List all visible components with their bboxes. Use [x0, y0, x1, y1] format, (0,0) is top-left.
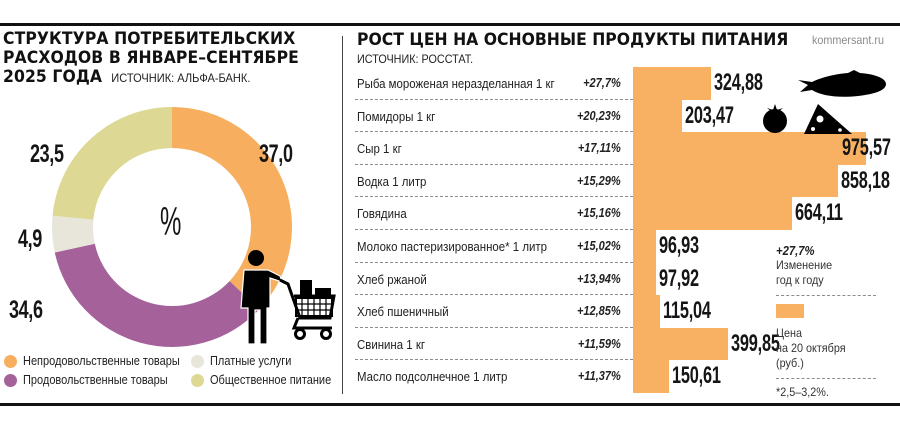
price-change: +15,16% — [577, 206, 621, 221]
price-change: +13,94% — [577, 271, 621, 286]
legend-change-label: Изменение — [776, 258, 833, 272]
price-change: +12,85% — [577, 304, 621, 319]
legend-item-catering: Общественное питание — [191, 373, 348, 387]
product-name: Масло подсолнечное 1 литр — [357, 369, 508, 385]
table-row: Молоко пастеризированное* 1 литр +15,02% — [355, 230, 633, 263]
top-rule — [0, 23, 900, 26]
price-value: 203,47 — [684, 101, 734, 129]
left-source: ИСТОЧНИК: АЛЬФА-БАНК. — [111, 71, 251, 85]
right-chart-title: РОСТ ЦЕН НА ОСНОВНЫЕ ПРОДУКТЫ ПИТАНИЯ — [357, 30, 789, 50]
legend-separator — [776, 295, 876, 296]
footnote: *2,5–3,2%. — [776, 385, 829, 399]
title-line-2: РАСХОДОВ В ЯНВАРЕ–СЕНТЯБРЕ — [3, 48, 299, 68]
price-change: +15,29% — [577, 173, 621, 188]
legend-change-example: +27,7% — [776, 244, 815, 258]
product-name: Водка 1 литр — [357, 173, 427, 189]
product-name: Сыр 1 кг — [357, 141, 402, 157]
price-value: 324,88 — [713, 69, 763, 96]
table-row: Масло подсолнечное 1 литр +11,37% — [355, 360, 633, 393]
price-value: 858,18 — [840, 166, 890, 194]
legend-change-label: год к году — [776, 273, 824, 287]
legend-label: Продовольственные товары — [23, 373, 168, 387]
legend-label: Непродовольственные товары — [23, 354, 180, 368]
price-bar — [633, 262, 657, 296]
price-bar — [633, 132, 866, 165]
price-bar — [633, 99, 682, 133]
legend-item-nonfood: Непродовольственные товары — [4, 354, 201, 368]
price-value: 150,61 — [671, 362, 721, 390]
product-name: Хлеб пшеничный — [357, 304, 449, 320]
title-line-3: 2025 ГОДА — [3, 67, 103, 87]
donut-segment-catering — [52, 107, 173, 220]
price-bar — [633, 197, 792, 230]
price-change: +20,23% — [577, 108, 621, 123]
legend-item-food: Продовольственные товары — [4, 373, 187, 387]
panel-divider — [342, 36, 343, 394]
legend-price-label: на 20 октября — [776, 341, 846, 355]
price-bar — [633, 327, 729, 361]
tomato-icon — [763, 104, 787, 133]
table-row: Водка 1 литр +15,29% — [355, 165, 633, 198]
legend-item-services: Платные услуги — [191, 354, 302, 368]
donut-segment-food — [54, 243, 260, 347]
table-row: Хлеб пшеничный +12,85% — [355, 295, 633, 328]
donut-segment-services — [52, 215, 95, 253]
product-name: Помидоры 1 кг — [357, 108, 436, 124]
product-name: Хлеб ржаной — [357, 271, 427, 287]
table-row: Рыба мороженая неразделанная 1 кг +27,7% — [355, 67, 633, 100]
table-row: Сыр 1 кг +17,11% — [355, 132, 633, 165]
legend-swatch-services — [191, 354, 204, 368]
bottom-rule — [0, 403, 900, 406]
price-bar — [633, 67, 711, 100]
price-value: 115,04 — [663, 297, 712, 325]
price-value: 399,85 — [731, 329, 781, 357]
right-source: ИСТОЧНИК: РОССТАТ. — [357, 52, 474, 66]
price-change: +11,59% — [578, 336, 621, 351]
product-rows: Рыба мороженая неразделанная 1 кг +27,7% П… — [355, 67, 633, 393]
legend-separator — [776, 378, 876, 379]
legend-label: Общественное питание — [210, 373, 332, 387]
legend-label: Платные услуги — [210, 354, 292, 368]
bar-legend: +27,7% Изменение год к году Цена на 20 о… — [776, 244, 894, 400]
legend-price-label: (руб.) — [776, 356, 804, 370]
cheese-icon — [804, 104, 852, 134]
product-name: Говядина — [357, 206, 407, 222]
price-bar — [633, 164, 838, 198]
price-value: 664,11 — [794, 199, 843, 227]
product-name: Свинина 1 кг — [357, 336, 426, 352]
pie-value-services: 4,9 — [18, 225, 42, 253]
price-bar — [633, 230, 657, 263]
legend-price-label: Цена — [776, 326, 802, 340]
pie-value-nonfood: 37,0 — [259, 140, 293, 168]
price-change: +17,11% — [578, 141, 621, 156]
pie-value-food: 34,6 — [9, 296, 43, 324]
legend-swatch-nonfood — [4, 354, 17, 368]
table-row: Свинина 1 кг +11,59% — [355, 328, 633, 361]
price-bar — [633, 295, 661, 328]
left-chart-title: СТРУКТУРА ПОТРЕБИТЕЛЬСКИХ РАСХОДОВ В ЯНВ… — [3, 30, 316, 88]
pie-value-catering: 23,5 — [30, 140, 64, 168]
price-value: 96,93 — [659, 232, 699, 259]
table-row: Помидоры 1 кг +20,23% — [355, 100, 633, 133]
legend-swatch-catering — [191, 373, 204, 387]
price-change: +27,7% — [583, 76, 621, 90]
percent-symbol: % — [160, 200, 182, 244]
fish-icon — [798, 70, 886, 97]
price-value: 97,92 — [659, 264, 700, 292]
table-row: Говядина +15,16% — [355, 197, 633, 230]
product-name: Молоко пастеризированное* 1 литр — [357, 238, 547, 254]
brand-link[interactable]: kommersant.ru — [812, 33, 885, 47]
table-row: Хлеб ржаной +13,94% — [355, 263, 633, 296]
price-value: 975,57 — [841, 134, 891, 162]
price-bar — [633, 360, 669, 393]
shopper-with-cart-icon — [240, 250, 336, 345]
product-name: Рыба мороженая неразделанная 1 кг — [357, 76, 555, 91]
legend-price-swatch — [776, 304, 804, 318]
price-change: +11,37% — [578, 369, 621, 384]
price-change: +15,02% — [577, 238, 621, 253]
legend-swatch-food — [4, 373, 17, 387]
title-line-1: СТРУКТУРА ПОТРЕБИТЕЛЬСКИХ — [3, 29, 296, 49]
